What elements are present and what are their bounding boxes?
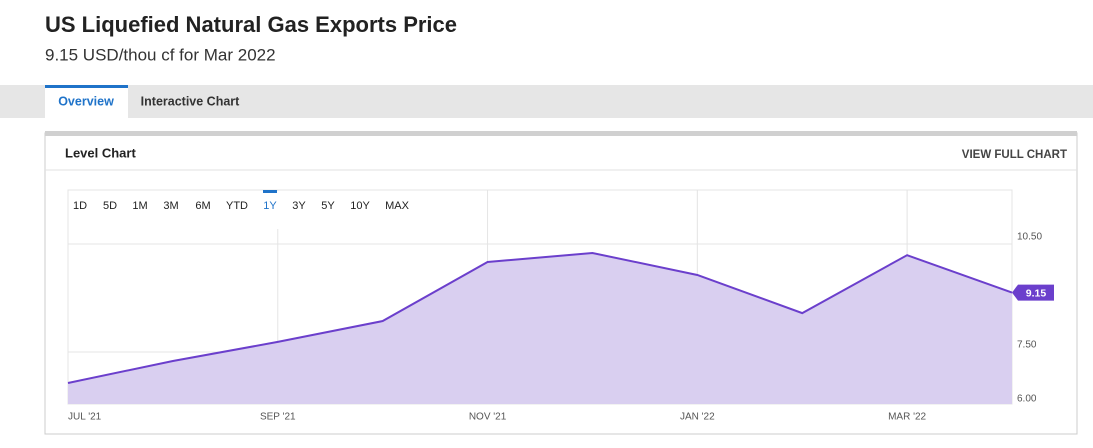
range-button[interactable]: 1Y	[263, 200, 277, 212]
range-button[interactable]: 6M	[195, 200, 210, 212]
range-button[interactable]: 1D	[73, 200, 87, 212]
last-value-label: 9.15	[1026, 287, 1047, 299]
ranges-bg	[69, 191, 419, 229]
tab-active-bar	[45, 85, 128, 88]
view-full-chart[interactable]: VIEW FULL CHART	[962, 149, 1067, 161]
page-subtitle: 9.15 USD/thou cf for Mar 2022	[45, 45, 276, 64]
area-fill	[68, 253, 1012, 404]
last-value-badge	[1012, 284, 1054, 301]
x-tick-label: NOV '21	[469, 412, 507, 423]
range-button[interactable]: 1M	[132, 200, 147, 212]
tab-bar	[0, 85, 1093, 118]
range-button[interactable]: MAX	[385, 200, 410, 212]
x-tick-label: JAN '22	[680, 412, 715, 423]
area-line	[67, 251, 1013, 384]
tab[interactable]: Overview	[58, 94, 114, 108]
panel-title: Level Chart	[65, 145, 136, 160]
range-button[interactable]: 3M	[163, 200, 178, 212]
y-tick-label: 6.00	[1017, 394, 1037, 405]
range-button[interactable]: YTD	[226, 200, 248, 212]
range-button[interactable]: 3Y	[292, 200, 306, 212]
x-tick-label: MAR '22	[888, 412, 926, 423]
y-tick-label: 7.50	[1017, 340, 1037, 351]
range-button[interactable]: 10Y	[350, 200, 370, 212]
tab-active-bg	[45, 85, 128, 118]
x-tick-label: JUL '21	[68, 412, 102, 423]
panel-top-border	[45, 131, 1077, 136]
page-title: US Liquefied Natural Gas Exports Price	[45, 12, 457, 37]
tab[interactable]: Interactive Chart	[141, 94, 240, 108]
x-tick-label: SEP '21	[260, 412, 296, 423]
range-button[interactable]: 5Y	[321, 200, 335, 212]
y-tick-label: 10.50	[1017, 232, 1042, 243]
range-active-bar	[263, 190, 277, 193]
range-button[interactable]: 5D	[103, 200, 117, 212]
